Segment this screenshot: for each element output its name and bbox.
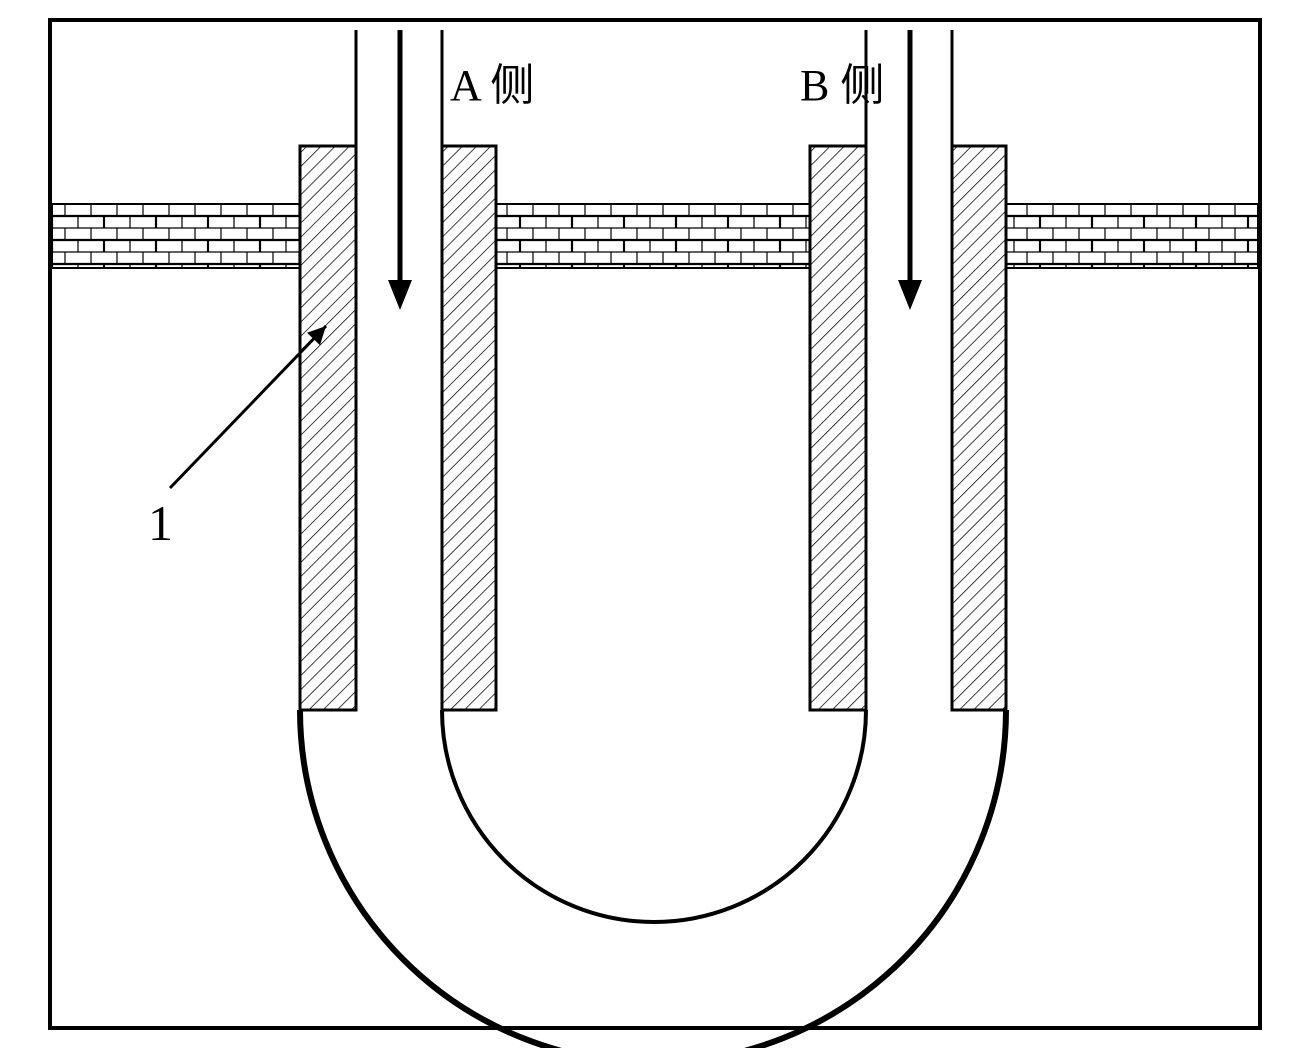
label-b-side: B 侧 xyxy=(800,61,884,110)
outer-frame xyxy=(50,20,1260,1028)
label-1: 1 xyxy=(148,495,173,551)
label-a-side: A 侧 xyxy=(450,61,534,110)
casing-wall-a-left xyxy=(300,146,356,710)
ground-segment-0 xyxy=(52,204,300,268)
ground-segment-2 xyxy=(1006,204,1258,268)
casing-wall-b-left xyxy=(810,146,866,710)
casing-wall-a-right xyxy=(442,146,496,710)
ground-segment-1 xyxy=(496,204,810,268)
casing-wall-b-right xyxy=(952,146,1006,710)
